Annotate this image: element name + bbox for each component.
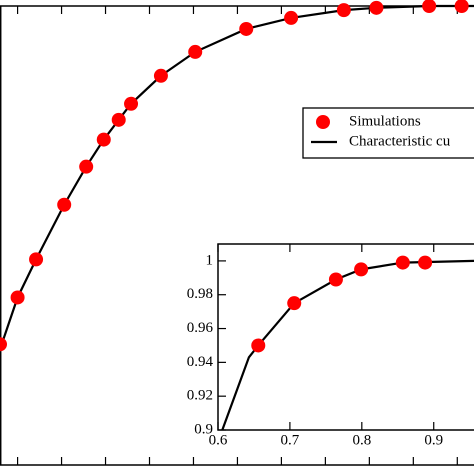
series-group — [221, 255, 474, 431]
point — [79, 159, 94, 174]
y-tick-label: 0.92 — [187, 388, 213, 404]
point — [96, 132, 111, 147]
y-tick-label: 0.96 — [187, 320, 214, 336]
point — [328, 272, 343, 287]
y-tick-label: 1 — [206, 252, 214, 268]
legend-box — [302, 107, 474, 159]
point — [239, 21, 254, 36]
point — [29, 252, 44, 267]
point — [124, 96, 139, 111]
point — [454, 0, 469, 13]
x-tick-label: 0.7 — [281, 432, 300, 448]
point — [422, 0, 437, 13]
x-tick-label: 0.9 — [424, 432, 443, 448]
point — [57, 197, 72, 212]
plot — [217, 243, 474, 431]
point — [287, 296, 302, 311]
curve — [0, 4, 474, 350]
point — [418, 255, 433, 270]
point — [369, 0, 384, 15]
point — [10, 290, 25, 305]
point — [284, 10, 299, 25]
x-tick-label: 0.6 — [209, 432, 228, 448]
plot-background — [217, 243, 474, 431]
point — [336, 3, 351, 18]
series-group — [0, 0, 474, 352]
point — [0, 337, 7, 352]
point — [111, 112, 126, 127]
legend-label: Characteristic cu — [349, 133, 451, 149]
y-tick-label: 0.98 — [187, 286, 213, 302]
x-tick-label: 0.8 — [352, 432, 371, 448]
point — [188, 44, 203, 59]
y-tick-label: 0.9 — [194, 421, 213, 437]
legend-label: Simulations — [349, 113, 421, 129]
legend-marker — [316, 115, 330, 129]
point — [251, 338, 266, 353]
point — [354, 262, 369, 277]
point — [153, 68, 168, 83]
y-tick-label: 0.94 — [187, 354, 214, 370]
point — [395, 255, 410, 270]
curve — [221, 259, 474, 431]
